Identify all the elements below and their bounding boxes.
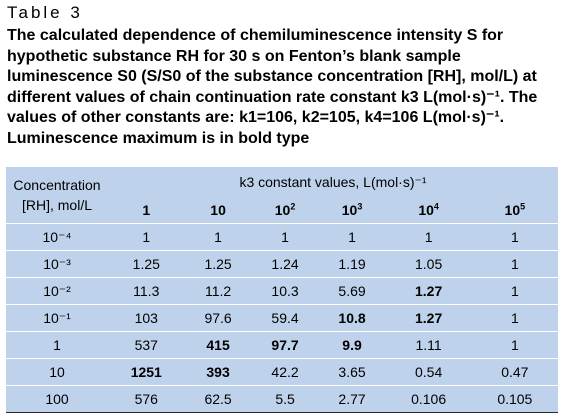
value-cell: 42.2 xyxy=(251,358,319,386)
column-header-base: 1 xyxy=(142,202,151,218)
value-cell: 1 xyxy=(471,304,558,332)
value-cell: 1 xyxy=(471,277,558,305)
value-cell: 0.47 xyxy=(471,358,558,386)
row-header-cell: Concentration [RH], mol/L xyxy=(6,167,108,224)
value-cell: 1.24 xyxy=(251,250,319,278)
value-cell: 59.4 xyxy=(251,304,319,332)
table-caption: The calculated dependence of chemilumine… xyxy=(7,27,538,147)
value-cell: 1 xyxy=(471,223,558,251)
value-cell: 1251 xyxy=(108,358,185,386)
value-cell: 1.27 xyxy=(385,277,472,305)
value-cell: 1.19 xyxy=(318,250,386,278)
value-cell: 1.27 xyxy=(385,304,472,332)
value-cell: 393 xyxy=(184,358,252,386)
value-cell: 10.8 xyxy=(318,304,386,332)
column-header-base: 10 xyxy=(504,202,521,218)
value-cell: 576 xyxy=(108,385,185,413)
concentration-cell: 10 xyxy=(6,358,108,386)
column-header-4: 104 xyxy=(386,197,472,224)
value-cell: 9.9 xyxy=(318,331,386,359)
concentration-cell: 10⁻⁴ xyxy=(6,223,108,251)
value-cell: 1.05 xyxy=(385,250,472,278)
value-cell: 5.5 xyxy=(251,385,319,413)
column-header-base: 10 xyxy=(341,202,358,218)
column-header-exponent: 4 xyxy=(433,201,439,212)
value-cell: 11.3 xyxy=(108,277,185,305)
column-header-base: 10 xyxy=(274,202,291,218)
value-cell: 97.7 xyxy=(251,331,319,359)
value-cell: 1 xyxy=(184,223,252,251)
value-cell: 97.6 xyxy=(184,304,252,332)
column-header-exponent: 5 xyxy=(520,201,526,212)
value-cell: 537 xyxy=(108,331,185,359)
row-header-line2: [RH], mol/L xyxy=(21,197,92,213)
table-row: 1 537 415 97.7 9.9 1.11 1 xyxy=(6,331,558,359)
value-cell: 0.54 xyxy=(385,358,472,386)
value-cell: 1.11 xyxy=(385,331,472,359)
column-header-exponent: 3 xyxy=(357,201,363,212)
concentration-cell: 10⁻³ xyxy=(6,250,108,278)
value-cell: 2.77 xyxy=(318,385,386,413)
value-cell: 3.65 xyxy=(318,358,386,386)
concentration-cell: 100 xyxy=(6,385,108,413)
results-table: Concentration [RH], mol/L k3 constant va… xyxy=(6,167,558,413)
value-cell: 415 xyxy=(184,331,252,359)
table-row: 10⁻¹ 103 97.6 59.4 10.8 1.27 1 xyxy=(6,304,558,332)
value-cell: 1 xyxy=(471,331,558,359)
column-header-2: 102 xyxy=(252,197,319,224)
column-header-base: 10 xyxy=(418,202,434,218)
concentration-cell: 10⁻² xyxy=(6,277,108,305)
column-header-row: 1 10 102 103 104 105 xyxy=(6,197,558,224)
row-header-line1: Concentration xyxy=(13,177,101,193)
header-row: Concentration [RH], mol/L k3 constant va… xyxy=(6,167,558,214)
column-header-base: 10 xyxy=(210,202,226,218)
column-header-5: 105 xyxy=(472,197,558,224)
table-row: 10 1251 393 42.2 3.65 0.54 0.47 xyxy=(6,358,558,386)
table-row: 10⁻³ 1.25 1.25 1.24 1.19 1.05 1 xyxy=(6,250,558,278)
table-body: 10⁻⁴ 1 1 1 1 1 1 10⁻³ 1.25 1.25 1.24 1.19 1.05 1 10⁻² 1… xyxy=(6,223,558,413)
column-header-exponent: 2 xyxy=(290,201,296,212)
value-cell: 5.69 xyxy=(318,277,386,305)
value-cell: 1 xyxy=(251,223,319,251)
value-cell: 1.25 xyxy=(108,250,185,278)
value-cell: 62.5 xyxy=(184,385,252,413)
column-header-1: 10 xyxy=(185,197,252,224)
table-row: 10⁻² 11.3 11.2 10.3 5.69 1.27 1 xyxy=(6,277,558,305)
column-group-header: k3 constant values, L(mol·s)⁻¹ xyxy=(239,173,427,190)
table-label: Table 3 xyxy=(7,3,83,22)
table-row: 10⁻⁴ 1 1 1 1 1 1 xyxy=(6,223,558,251)
value-cell: 11.2 xyxy=(184,277,252,305)
value-cell: 1 xyxy=(318,223,386,251)
column-header-0: 1 xyxy=(108,197,185,224)
value-cell: 1.25 xyxy=(184,250,252,278)
value-cell: 0.106 xyxy=(385,385,472,413)
value-cell: 103 xyxy=(108,304,185,332)
value-cell: 1 xyxy=(385,223,472,251)
value-cell: 1 xyxy=(108,223,185,251)
concentration-cell: 10⁻¹ xyxy=(6,304,108,332)
table-row: 100 576 62.5 5.5 2.77 0.106 0.105 xyxy=(6,385,558,413)
column-header-3: 103 xyxy=(319,197,386,224)
value-cell: 0.105 xyxy=(471,385,558,413)
value-cell: 1 xyxy=(471,250,558,278)
concentration-cell: 1 xyxy=(6,331,108,359)
value-cell: 10.3 xyxy=(251,277,319,305)
